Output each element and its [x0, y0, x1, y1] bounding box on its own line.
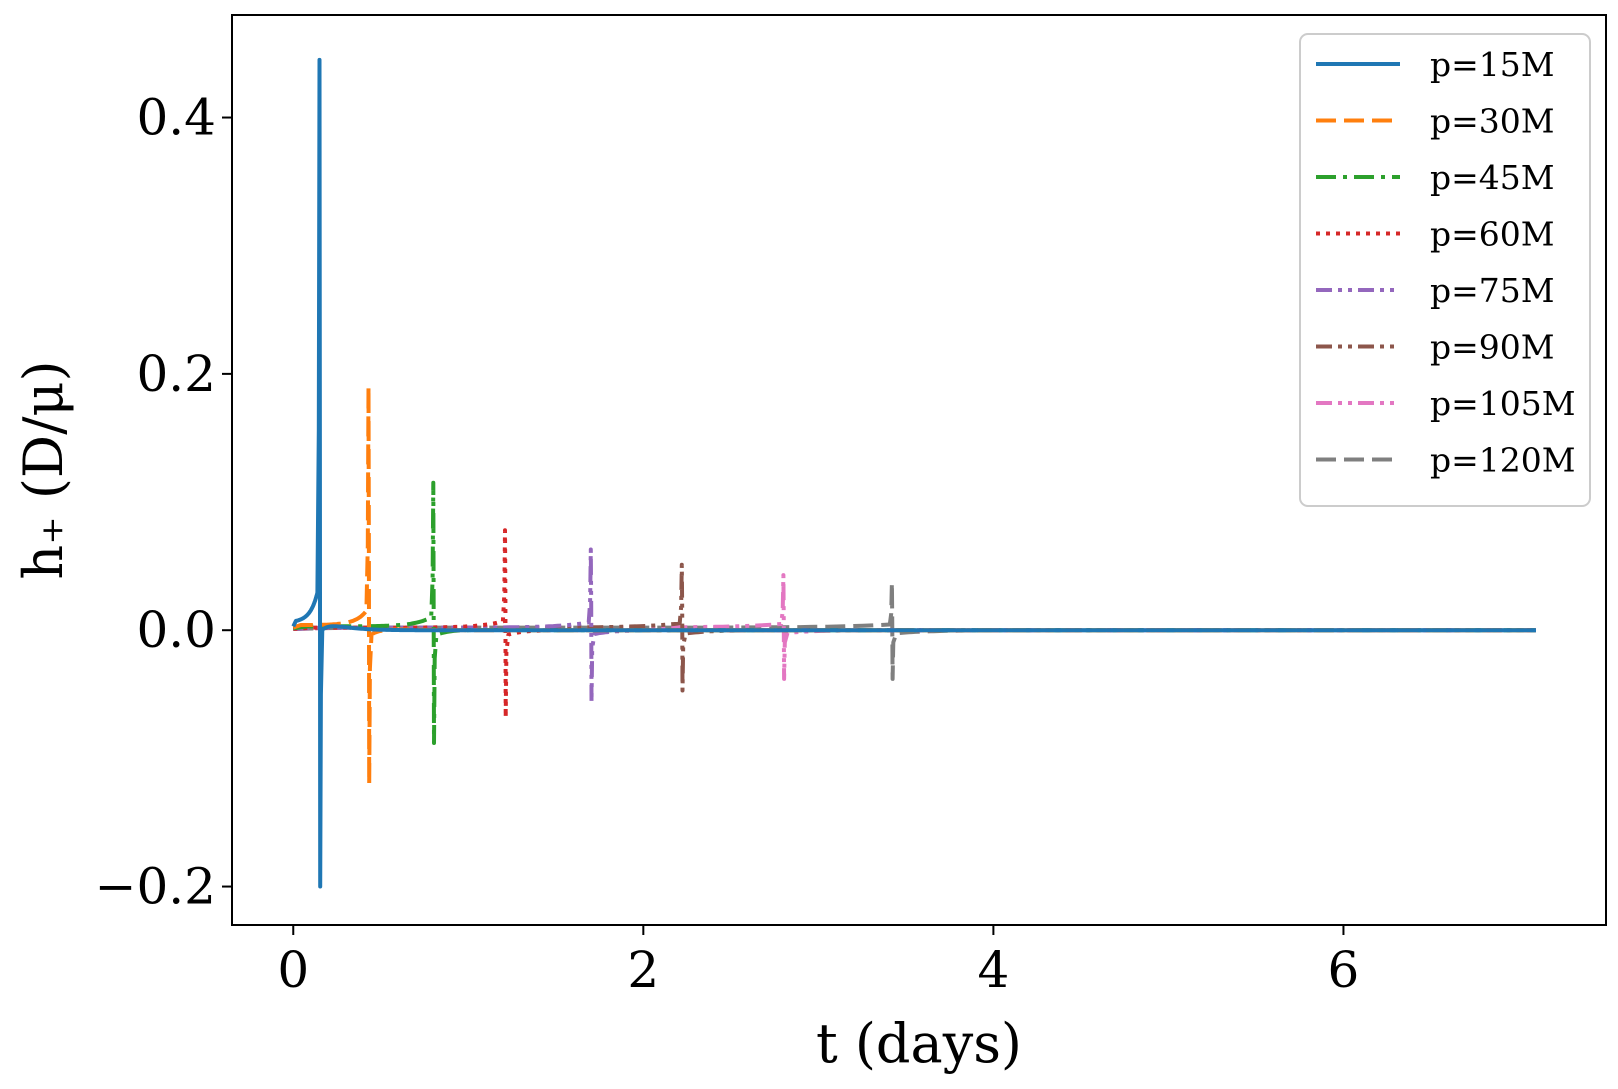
- x-tick-label: 6: [1328, 941, 1360, 999]
- legend-label: p=105M: [1430, 384, 1576, 423]
- x-tick-label: 2: [627, 941, 659, 999]
- legend-label: p=15M: [1430, 45, 1555, 84]
- series-line-p-15m: [291, 57, 1536, 889]
- y-tick-label: 0.4: [136, 89, 216, 147]
- y-tick-label: −0.2: [95, 858, 216, 916]
- legend-box: [1299, 33, 1591, 507]
- y-tick-label: 0.2: [136, 345, 216, 403]
- legend-label: p=45M: [1430, 158, 1555, 197]
- axis-ticks: 0 2 4 6 −0.2 0.0 0.2 0.4: [95, 89, 1360, 999]
- legend-label: p=75M: [1430, 271, 1555, 310]
- x-axis-label: t (days): [816, 1012, 1022, 1075]
- x-tick-label: 0: [277, 941, 309, 999]
- x-tick-label: 4: [977, 941, 1009, 999]
- y-tick-label: 0.0: [136, 601, 216, 659]
- legend: p=15M p=30M p=45M p=60M p=75M p=90M p=105M p=12…: [1299, 33, 1591, 507]
- legend-label: p=30M: [1430, 102, 1555, 141]
- legend-label: p=120M: [1430, 441, 1576, 480]
- plot-frame: [231, 14, 1607, 926]
- series-line-p-45m: [293, 480, 1536, 745]
- legend-label: p=90M: [1430, 328, 1555, 367]
- plot-lines: [291, 57, 1536, 889]
- legend-label: p=60M: [1430, 215, 1555, 254]
- y-axis-label: h₊ (D/μ): [12, 360, 75, 579]
- series-line-p-60m: [293, 528, 1536, 720]
